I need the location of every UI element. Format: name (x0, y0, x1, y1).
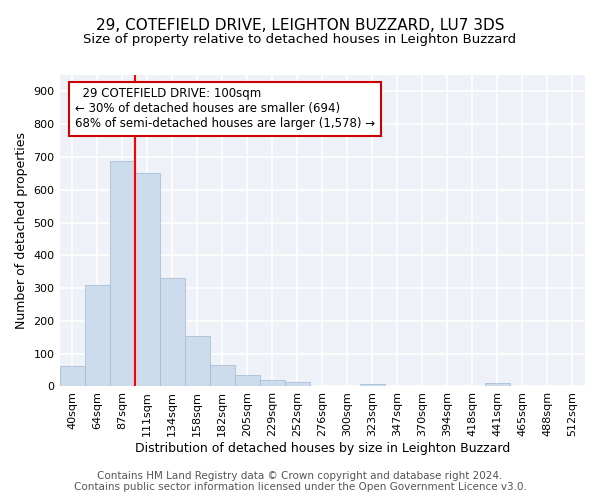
Bar (185, 336, 209, 386)
Text: 29 COTEFIELD DRIVE: 100sqm
← 30% of detached houses are smaller (694)
68% of sem: 29 COTEFIELD DRIVE: 100sqm ← 30% of deta… (76, 88, 376, 130)
Bar (160, 278, 185, 386)
Text: Contains HM Land Registry data © Crown copyright and database right 2024.
Contai: Contains HM Land Registry data © Crown c… (74, 471, 526, 492)
Text: 29, COTEFIELD DRIVE, LEIGHTON BUZZARD, LU7 3DS: 29, COTEFIELD DRIVE, LEIGHTON BUZZARD, L… (96, 18, 504, 32)
Bar (85, 285, 110, 386)
Bar (134, 172, 160, 386)
Bar (59, 366, 85, 386)
Bar (260, 380, 285, 386)
X-axis label: Distribution of detached houses by size in Leighton Buzzard: Distribution of detached houses by size … (134, 442, 510, 455)
Bar (209, 365, 235, 386)
Bar (485, 383, 510, 386)
Text: Size of property relative to detached houses in Leighton Buzzard: Size of property relative to detached ho… (83, 32, 517, 46)
Bar (110, 161, 134, 386)
Bar (360, 384, 385, 386)
Bar (285, 382, 310, 386)
Y-axis label: Number of detached properties: Number of detached properties (15, 132, 28, 329)
Bar (235, 375, 260, 386)
